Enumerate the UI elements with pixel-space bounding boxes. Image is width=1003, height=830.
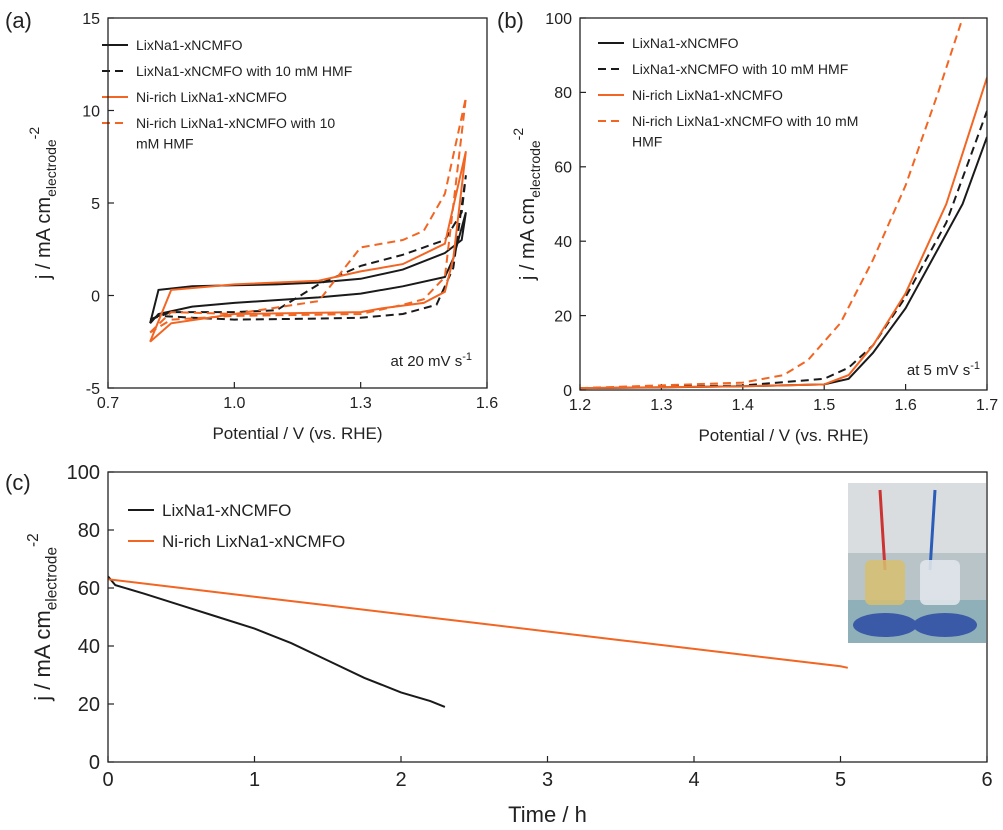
legend-line: mM HMF — [136, 135, 194, 151]
y-tick-label: 10 — [82, 103, 100, 120]
legend-line: HMF — [632, 133, 662, 149]
legend-label: LixNa1-xNCMFO — [162, 501, 291, 520]
y-tick-label: 20 — [78, 694, 100, 716]
x-tick-label: 1.0 — [223, 395, 245, 412]
panel-label: (b) — [497, 8, 524, 33]
data-line — [149, 175, 467, 321]
data-line — [580, 18, 964, 390]
x-tick-label: 1.3 — [350, 395, 372, 412]
y-tick-label: 60 — [554, 160, 572, 177]
y-tick-label: 5 — [91, 196, 100, 213]
y-tick-label: 60 — [78, 578, 100, 600]
x-tick-label: 4 — [688, 769, 699, 791]
panel-label: (a) — [5, 8, 32, 33]
y-title-sup: -2 — [26, 127, 42, 140]
panel: (c)0 1 2 3 4 5 6020406080100LixNa1-xNCMFONi-ri… — [5, 462, 993, 827]
data-line — [580, 136, 987, 390]
y-axis-title: j / mA cmelectrode-2 — [25, 533, 61, 701]
y-tick-label: -5 — [86, 381, 100, 398]
x-tick-label: 3 — [542, 769, 553, 791]
annotation-main: at 5 mV s — [907, 362, 970, 379]
data-line — [108, 575, 446, 708]
data-line — [580, 110, 987, 390]
y-title-main: j / mA cm — [30, 610, 55, 701]
y-axis-title: j / mA cmelectrode-2 — [26, 127, 59, 280]
y-tick-label: 0 — [91, 288, 100, 305]
annotation: at 20 mV s-1 — [391, 351, 472, 370]
legend-label: LixNa1-xNCMFO with 10 mM HMF — [136, 63, 352, 79]
x-tick-label: 1.3 — [650, 397, 672, 414]
data-line — [149, 97, 467, 334]
y-tick-label: 0 — [563, 383, 572, 400]
legend-label: Ni-rich LixNa1-xNCMFO with 10 mM HMF — [632, 113, 862, 149]
y-title-sup: -2 — [25, 533, 42, 547]
y-tick-label: 100 — [67, 462, 100, 484]
annotation-sup: -1 — [970, 360, 980, 372]
x-tick-label: 1.6 — [476, 395, 498, 412]
legend-line: Ni-rich LixNa1-xNCMFO with 10 — [136, 115, 339, 131]
data-line — [108, 578, 849, 669]
plot-frame — [107, 17, 488, 389]
legend-label: LixNa1-xNCMFO — [136, 37, 243, 53]
x-tick-label: 5 — [835, 769, 846, 791]
x-axis-title: Potential / V (vs. RHE) — [698, 426, 868, 445]
y-tick-label: 40 — [554, 234, 572, 251]
panel: (a) 0.7 1.0 1.3 1.6 -5 0 5 10 15 LixNa1-xNCMFO LixN… — [5, 8, 498, 443]
y-title-main: j / mA cm — [33, 197, 55, 280]
x-tick-label: 2 — [395, 769, 406, 791]
inset-photo — [848, 483, 986, 643]
annotation-main: at 20 mV s — [391, 353, 463, 370]
y-tick-label: 40 — [78, 636, 100, 658]
legend-label: Ni-rich LixNa1-xNCMFO — [136, 89, 287, 105]
x-tick-label: 1 — [249, 769, 260, 791]
x-tick-label: 1.7 — [976, 397, 998, 414]
y-tick-label: 80 — [554, 85, 572, 102]
y-tick-label: 100 — [545, 11, 572, 28]
y-tick-label: 80 — [78, 520, 100, 542]
data-line — [580, 77, 987, 390]
legend-label: LixNa1-xNCMFO — [632, 35, 739, 51]
y-tick-label: 20 — [554, 308, 572, 325]
x-tick-label: 0.7 — [97, 395, 119, 412]
panel-label: (c) — [5, 470, 31, 495]
legend-label: Ni-rich LixNa1-xNCMFO — [162, 532, 345, 551]
data-line — [149, 150, 467, 343]
y-axis-title: j / mA cmelectrode-2 — [510, 128, 543, 281]
y-title-sub: electrode — [43, 139, 59, 197]
x-tick-label: 1.6 — [894, 397, 916, 414]
x-tick-label: 1.4 — [732, 397, 754, 414]
plot-frame — [107, 471, 988, 763]
x-tick-label: 0 — [102, 769, 113, 791]
legend-line: Ni-rich LixNa1-xNCMFO with 10 mM — [632, 113, 862, 129]
annotation: at 5 mV s-1 — [907, 360, 980, 379]
x-tick-label: 1.2 — [569, 397, 591, 414]
y-title-sub: electrode — [44, 547, 61, 610]
legend-label: Ni-rich LixNa1-xNCMFO — [632, 87, 783, 103]
annotation-sup: -1 — [462, 351, 472, 363]
x-tick-label: 1.5 — [813, 397, 835, 414]
legend-label: LixNa1-xNCMFO with 10 mM HMF — [632, 61, 848, 77]
legend-label: Ni-rich LixNa1-xNCMFO with 10 mM HMF — [136, 115, 339, 151]
x-tick-label: 6 — [981, 769, 992, 791]
y-title-sub: electrode — [527, 140, 543, 198]
data-line — [149, 212, 467, 324]
plot-frame — [579, 17, 988, 391]
y-title-sup: -2 — [510, 128, 526, 141]
x-axis-title: Time / h — [508, 802, 587, 827]
panel: (b) 1.2 1.3 1.4 1.5 1.6 1.7 0 20 40 60 80 100 LixNa1-… — [497, 8, 998, 445]
y-title-main: j / mA cm — [517, 198, 539, 281]
y-tick-label: 15 — [82, 11, 100, 28]
x-axis-title: Potential / V (vs. RHE) — [212, 424, 382, 443]
y-tick-label: 0 — [89, 752, 100, 774]
